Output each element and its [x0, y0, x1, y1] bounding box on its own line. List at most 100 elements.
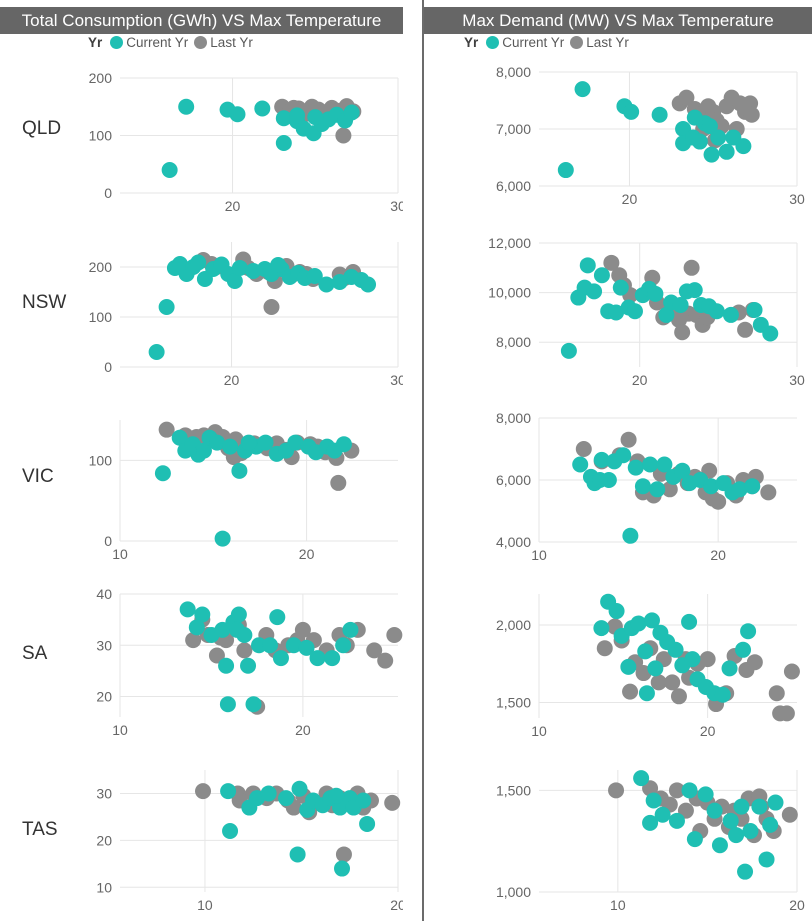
last-yr-point-right-sa[interactable] — [596, 640, 613, 657]
current-yr-point-right-vic[interactable] — [627, 459, 644, 476]
current-yr-point-left-qld[interactable] — [178, 98, 195, 115]
current-yr-point-right-sa[interactable] — [608, 603, 625, 620]
current-yr-point-left-vic[interactable] — [171, 429, 188, 446]
current-yr-point-left-nsw[interactable] — [226, 273, 243, 289]
current-yr-point-right-tas[interactable] — [722, 812, 739, 829]
current-yr-point-right-nsw[interactable] — [626, 303, 643, 320]
current-yr-point-left-nsw[interactable] — [360, 276, 377, 293]
current-yr-point-right-sa[interactable] — [721, 660, 738, 677]
current-yr-point-right-tas[interactable] — [733, 798, 750, 815]
last-yr-point-left-sa[interactable] — [236, 642, 253, 659]
current-yr-point-right-vic[interactable] — [731, 481, 748, 498]
current-yr-point-left-sa[interactable] — [245, 696, 262, 713]
current-yr-point-left-sa[interactable] — [261, 637, 278, 654]
last-yr-point-left-sa[interactable] — [386, 627, 403, 643]
current-yr-point-right-tas[interactable] — [645, 792, 662, 809]
current-yr-point-left-nsw[interactable] — [270, 257, 287, 273]
current-yr-point-left-vic[interactable] — [257, 434, 274, 451]
last-yr-point-right-vic[interactable] — [661, 481, 678, 498]
current-yr-point-right-qld[interactable] — [718, 143, 735, 160]
current-yr-point-left-vic[interactable] — [214, 530, 231, 547]
current-yr-point-left-sa[interactable] — [269, 609, 286, 626]
current-yr-point-left-nsw[interactable] — [148, 344, 165, 360]
current-yr-point-left-sa[interactable] — [219, 696, 236, 713]
last-yr-point-right-tas[interactable] — [781, 806, 798, 823]
current-yr-point-right-sa[interactable] — [647, 660, 664, 677]
current-yr-point-right-qld[interactable] — [557, 162, 574, 179]
current-yr-point-left-sa[interactable] — [188, 619, 205, 636]
current-yr-point-right-tas[interactable] — [633, 770, 650, 787]
current-yr-point-left-tas[interactable] — [289, 846, 306, 863]
current-yr-point-left-sa[interactable] — [285, 637, 302, 654]
last-yr-point-left-sa[interactable] — [366, 642, 383, 659]
current-yr-point-right-nsw[interactable] — [593, 267, 610, 284]
current-yr-point-left-nsw[interactable] — [190, 254, 207, 271]
current-yr-point-right-tas[interactable] — [697, 786, 714, 803]
current-yr-point-right-qld[interactable] — [691, 133, 708, 150]
current-yr-point-left-qld[interactable] — [275, 134, 292, 151]
current-yr-point-right-sa[interactable] — [620, 658, 637, 675]
current-yr-point-left-sa[interactable] — [309, 650, 326, 667]
legend-item-last[interactable]: Last Yr — [194, 35, 253, 50]
current-yr-point-right-tas[interactable] — [751, 798, 768, 815]
current-yr-point-right-nsw[interactable] — [746, 301, 763, 318]
current-yr-point-left-tas[interactable] — [291, 780, 308, 797]
current-yr-point-left-vic[interactable] — [209, 434, 226, 451]
last-yr-point-right-sa[interactable] — [664, 674, 681, 691]
current-yr-point-right-tas[interactable] — [737, 863, 754, 880]
current-yr-point-right-qld[interactable] — [623, 103, 640, 120]
current-yr-point-left-sa[interactable] — [240, 657, 257, 674]
last-yr-point-right-vic[interactable] — [575, 441, 592, 457]
current-yr-point-left-vic[interactable] — [231, 462, 248, 479]
current-yr-point-left-sa[interactable] — [194, 606, 211, 623]
current-yr-point-right-nsw[interactable] — [608, 304, 625, 321]
current-yr-point-left-sa[interactable] — [218, 657, 235, 674]
last-yr-point-right-nsw[interactable] — [674, 324, 691, 341]
last-yr-point-right-qld[interactable] — [678, 89, 695, 106]
last-yr-point-right-nsw[interactable] — [737, 321, 754, 338]
current-yr-point-right-vic[interactable] — [674, 462, 691, 479]
current-yr-point-right-tas[interactable] — [706, 802, 723, 819]
current-yr-point-right-tas[interactable] — [728, 827, 745, 844]
current-yr-point-right-vic[interactable] — [591, 472, 608, 488]
last-yr-point-left-tas[interactable] — [335, 846, 352, 863]
current-yr-point-left-vic[interactable] — [154, 465, 171, 482]
current-yr-point-right-nsw[interactable] — [686, 282, 703, 299]
last-yr-point-left-sa[interactable] — [294, 621, 311, 638]
current-yr-point-right-qld[interactable] — [574, 81, 591, 98]
current-yr-point-right-vic[interactable] — [622, 527, 639, 544]
last-yr-point-right-qld[interactable] — [743, 106, 760, 123]
current-yr-point-left-vic[interactable] — [222, 438, 239, 455]
current-yr-point-right-nsw[interactable] — [579, 257, 596, 274]
current-yr-point-right-nsw[interactable] — [647, 285, 664, 302]
current-yr-point-left-sa[interactable] — [298, 639, 315, 656]
current-yr-point-right-qld[interactable] — [651, 106, 668, 123]
last-yr-point-right-tas[interactable] — [608, 782, 625, 799]
last-yr-point-right-sa[interactable] — [699, 651, 716, 668]
last-yr-point-right-sa[interactable] — [622, 683, 639, 700]
current-yr-point-left-tas[interactable] — [328, 787, 345, 804]
current-yr-point-right-tas[interactable] — [681, 782, 698, 799]
last-yr-point-right-sa[interactable] — [670, 688, 687, 705]
current-yr-point-right-nsw[interactable] — [762, 325, 779, 342]
last-yr-point-left-tas[interactable] — [195, 783, 212, 800]
current-yr-point-left-tas[interactable] — [220, 783, 237, 800]
current-yr-point-right-sa[interactable] — [593, 620, 610, 637]
current-yr-point-left-vic[interactable] — [195, 442, 212, 459]
current-yr-point-left-sa[interactable] — [251, 637, 267, 654]
current-yr-point-right-vic[interactable] — [615, 447, 632, 464]
last-yr-point-right-vic[interactable] — [760, 484, 777, 501]
last-yr-point-right-sa[interactable] — [746, 654, 763, 671]
legend-item-last[interactable]: Last Yr — [570, 35, 629, 50]
current-yr-point-right-vic[interactable] — [634, 478, 651, 495]
current-yr-point-right-sa[interactable] — [630, 615, 647, 632]
current-yr-point-right-nsw[interactable] — [672, 297, 689, 313]
current-yr-point-left-qld[interactable] — [161, 162, 178, 178]
last-yr-point-left-nsw[interactable] — [263, 299, 280, 315]
last-yr-point-right-sa[interactable] — [650, 674, 667, 691]
legend-item-current[interactable]: Current Yr — [110, 35, 188, 50]
last-yr-point-right-nsw[interactable] — [683, 259, 700, 276]
current-yr-point-left-sa[interactable] — [335, 637, 352, 654]
current-yr-point-right-nsw[interactable] — [722, 306, 739, 323]
last-yr-point-right-vic[interactable] — [620, 431, 637, 448]
